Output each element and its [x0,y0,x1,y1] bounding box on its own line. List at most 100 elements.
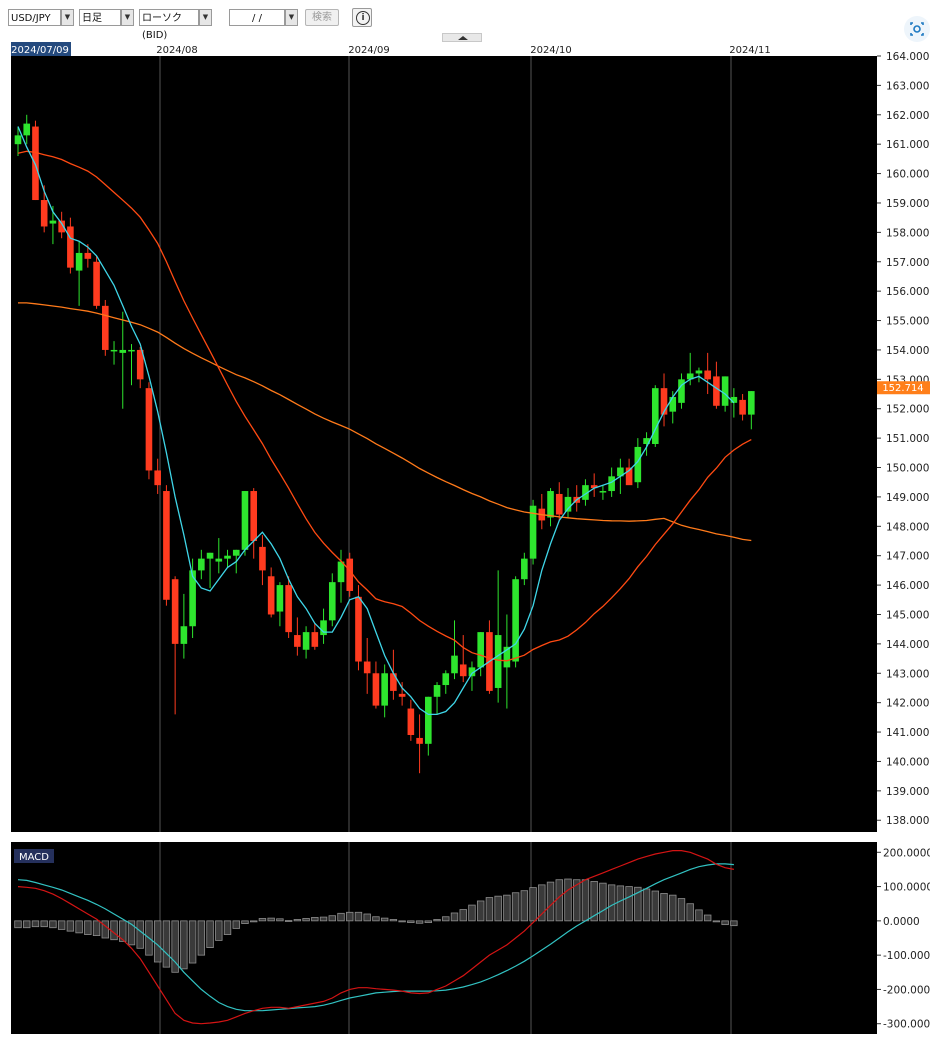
histogram-bar [346,911,354,922]
histogram-bar [206,920,214,948]
histogram-bar [197,920,206,956]
histogram-bar [573,879,581,922]
candle-body [739,399,746,415]
chart-type-select[interactable]: ローソク(BID) [139,9,199,41]
price-grid [159,56,732,832]
candle-body [503,646,511,668]
histogram-bar [293,919,302,922]
candle-body [643,438,650,444]
histogram-bar [538,884,546,922]
price-axis-label: 151.000 [886,433,929,445]
price-axis-label: 152.000 [886,404,929,416]
macd-axis-label: 100.0000 [883,882,930,894]
candle-body [198,558,205,571]
histogram-bar [337,912,345,922]
histogram-bar [188,920,197,964]
date-input[interactable]: / / [229,9,285,26]
price-axis-label: 160.000 [886,169,929,181]
candle-body [250,491,258,541]
candle-body [381,673,388,706]
histogram-bar [302,918,310,922]
price-axis-label: 161.000 [886,139,929,151]
histogram-bar [328,915,336,922]
histogram-bar [607,884,616,922]
candle-body [494,635,502,688]
histogram-bar [49,920,57,929]
candle-body [625,467,633,486]
candle-body [67,226,74,268]
histogram-bar [529,887,537,922]
candle-body [206,552,214,559]
histogram-bar [101,920,109,939]
price-axis-label: 149.000 [886,492,929,504]
candle-body [547,491,554,518]
histogram-bar [677,898,686,922]
histogram-bar [354,911,363,922]
price-axis-label: 140.000 [886,756,929,768]
price-axis-label: 159.000 [886,198,929,210]
candle-body [390,673,397,691]
date-axis-bar [11,42,877,56]
histogram-bar [110,920,118,941]
chevron-down-icon[interactable]: ▼ [199,9,212,26]
macd-histogram [14,878,738,973]
candles [14,114,755,774]
histogram-bar [660,893,668,922]
price-axis-label: 145.000 [886,609,929,621]
candle-body [529,505,537,559]
histogram-bar [695,909,703,922]
candle-body [267,576,275,615]
currency-pair-select[interactable]: USD/JPY [8,9,61,26]
candle-body [686,373,694,380]
histogram-bar [92,920,101,936]
signal-line [17,863,734,1012]
candle-body [512,579,519,662]
collapse-toggle-button[interactable] [442,33,482,42]
current-price-badge-bg [877,381,930,395]
candle-body [651,388,659,444]
candle-body [328,582,336,621]
histogram-bar [730,920,738,927]
candle-body [128,349,135,352]
macd-axis-label: 200.0000 [883,847,930,859]
histogram-bar [712,920,721,923]
candle-body [748,391,755,415]
candle-body [704,370,711,380]
panel-divider[interactable] [0,832,930,842]
histogram-bar [555,879,563,922]
candle-body [84,252,92,259]
histogram-bar [651,890,659,922]
date-axis-label: 2024/10 [530,45,572,56]
candle-body [521,558,528,580]
candle-body [337,561,345,583]
histogram-bar [223,920,232,935]
candle-body [145,388,153,471]
price-axis-label: 154.000 [886,345,929,357]
period-select[interactable]: 日足 [79,9,121,26]
calendar-dropdown-icon[interactable]: ▼ [285,9,298,26]
lens-icon[interactable] [904,16,930,42]
histogram-bar [267,917,275,922]
histogram-bar [511,892,520,922]
chevron-down-icon[interactable]: ▼ [61,9,74,26]
price-axis-label: 139.000 [886,786,929,798]
histogram-bar [119,920,127,942]
info-button[interactable]: i [352,8,372,27]
histogram-bar [424,920,433,923]
histogram-bar [319,916,328,922]
candle-body [259,546,266,571]
histogram-bar [468,904,476,922]
price-axis-label: 150.000 [886,463,929,475]
candle-body [590,485,598,489]
candle-body [136,349,144,380]
search-button[interactable]: 検索 [305,9,339,26]
candle-body [215,558,223,562]
candle-body [311,632,319,647]
macd-axis-label: -200.0000 [883,984,930,996]
candle-body [608,476,615,492]
histogram-bar [40,920,48,928]
candle-body [564,496,572,512]
chevron-down-icon[interactable]: ▼ [121,9,134,26]
histogram-bar [250,920,258,923]
candle-body [555,493,563,515]
